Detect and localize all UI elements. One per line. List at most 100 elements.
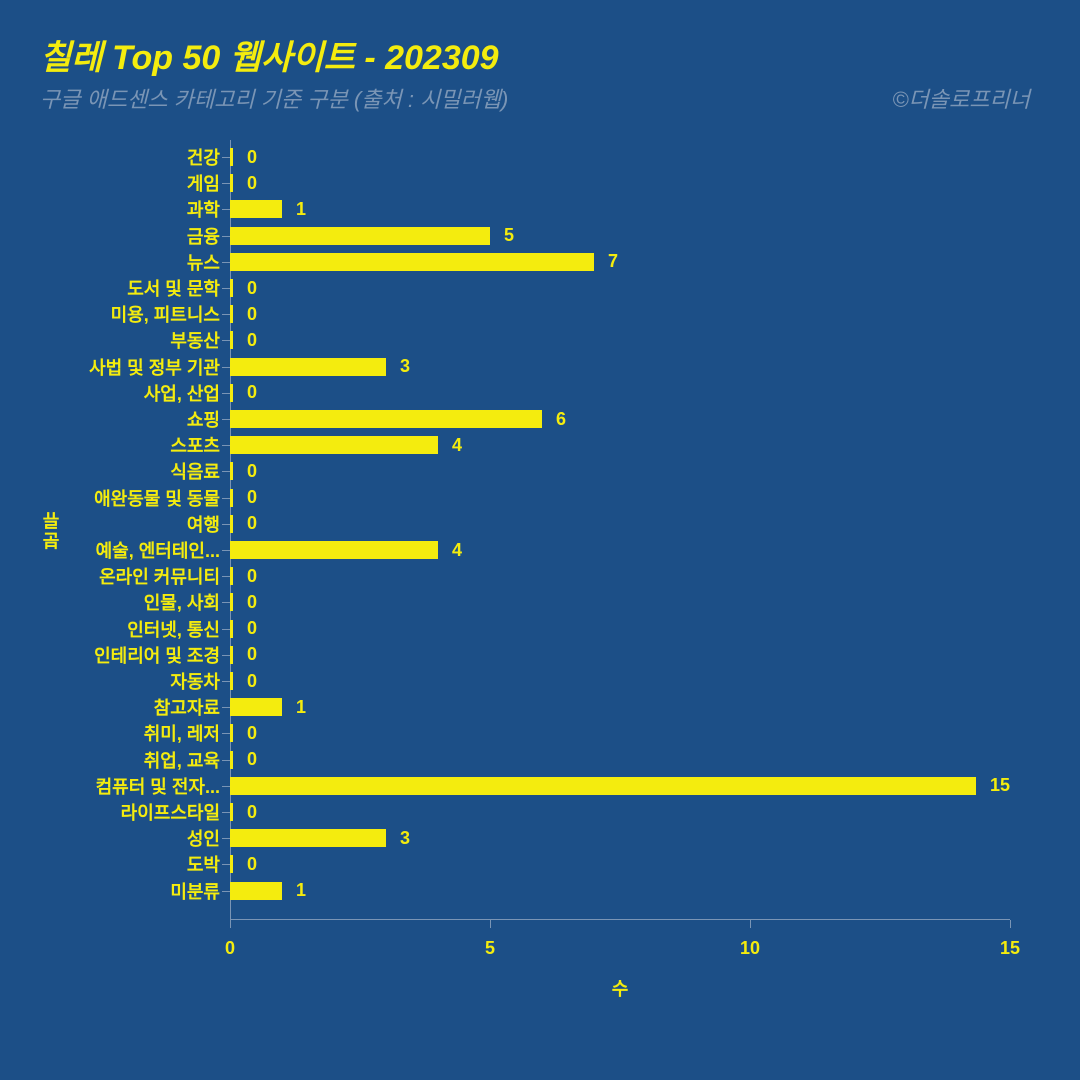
bar-value-label: 1 (282, 880, 306, 901)
bar-row: 여행0 (230, 511, 1010, 537)
bar-value-label: 0 (233, 304, 257, 325)
bar-row: 금융5 (230, 223, 1010, 249)
y-tick-mark (222, 733, 230, 734)
x-tick-label: 0 (200, 920, 260, 959)
x-axis-label: 수 (612, 920, 629, 1001)
bar (230, 200, 282, 218)
y-tick-mark (222, 393, 230, 394)
bar-row: 취업, 교육0 (230, 747, 1010, 773)
bar (230, 541, 438, 559)
y-tick-mark (222, 838, 230, 839)
bar-value-label: 0 (233, 749, 257, 770)
y-tick-mark (222, 760, 230, 761)
bar-row: 예술, 엔터테인...4 (230, 537, 1010, 563)
bar-value-label: 4 (438, 540, 462, 561)
bar-row: 인물, 사회0 (230, 589, 1010, 615)
bar-value-label: 0 (233, 671, 257, 692)
chart-credit: ©더솔로프리너 (892, 82, 1030, 114)
bar (230, 436, 438, 454)
bar-value-label: 0 (233, 618, 257, 639)
bar-row: 쇼핑6 (230, 406, 1010, 432)
category-label: 예술, 엔터테인... (96, 537, 230, 563)
x-tick-label: 5 (460, 920, 520, 959)
bar-row: 미용, 피트니스0 (230, 301, 1010, 327)
bar-value-label: 0 (233, 330, 257, 351)
bar-value-label: 0 (233, 854, 257, 875)
y-tick-mark (222, 629, 230, 630)
category-label: 애완동물 및 동물 (94, 485, 230, 511)
x-tick-label: 10 (720, 920, 780, 959)
category-label: 사업, 산업 (144, 380, 230, 406)
bar-value-label: 0 (233, 802, 257, 823)
bar (230, 227, 490, 245)
bar-value-label: 0 (233, 173, 257, 194)
y-tick-mark (222, 183, 230, 184)
bar (230, 698, 282, 716)
category-label: 인터넷, 통신 (127, 616, 230, 642)
chart-canvas: 칠레 Top 50 웹사이트 - 202309 구글 애드센스 카테고리 기준 … (0, 0, 1080, 1080)
chart-title: 칠레 Top 50 웹사이트 - 202309 (40, 30, 499, 79)
y-tick-mark (222, 314, 230, 315)
bar-row: 스포츠4 (230, 432, 1010, 458)
category-label: 컴퓨터 및 전자... (96, 773, 230, 799)
bar-value-label: 1 (282, 199, 306, 220)
bar-row: 자동차0 (230, 668, 1010, 694)
category-label: 인물, 사회 (144, 589, 230, 615)
y-tick-mark (222, 864, 230, 865)
category-label: 미용, 피트니스 (111, 301, 230, 327)
bar-row: 인테리어 및 조경0 (230, 642, 1010, 668)
chart-subtitle: 구글 애드센스 카테고리 기준 구분 (출처 : 시밀러웹) (40, 82, 508, 114)
bar-row: 건강0 (230, 144, 1010, 170)
bar-row: 참고자료1 (230, 694, 1010, 720)
bar-row: 미분류1 (230, 878, 1010, 904)
bar-value-label: 0 (233, 461, 257, 482)
x-tick-label: 15 (980, 920, 1040, 959)
bar-value-label: 1 (282, 697, 306, 718)
plot-area: 분류 수 건강0게임0과학1금융5뉴스7도서 및 문학0미용, 피트니스0부동산… (230, 140, 1010, 920)
bar-value-label: 7 (594, 251, 618, 272)
y-tick-mark (222, 236, 230, 237)
y-tick-mark (222, 550, 230, 551)
y-tick-mark (222, 498, 230, 499)
bar-value-label: 5 (490, 225, 514, 246)
category-label: 취미, 레저 (144, 720, 230, 746)
y-tick-mark (222, 209, 230, 210)
y-tick-mark (222, 812, 230, 813)
y-tick-mark (222, 891, 230, 892)
category-label: 온라인 커뮤니티 (99, 563, 230, 589)
category-label: 취업, 교육 (144, 747, 230, 773)
category-label: 사법 및 정부 기관 (89, 354, 230, 380)
y-tick-mark (222, 681, 230, 682)
bar-value-label: 0 (233, 566, 257, 587)
y-tick-mark (222, 340, 230, 341)
bar-row: 취미, 레저0 (230, 720, 1010, 746)
bar-value-label: 3 (386, 356, 410, 377)
bar-value-label: 3 (386, 828, 410, 849)
y-axis-label: 분류 (39, 510, 65, 550)
y-tick-mark (222, 576, 230, 577)
bar-value-label: 0 (233, 382, 257, 403)
bar-value-label: 15 (976, 775, 1010, 796)
bar-row: 성인3 (230, 825, 1010, 851)
y-tick-mark (222, 524, 230, 525)
y-tick-mark (222, 602, 230, 603)
bar-row: 인터넷, 통신0 (230, 616, 1010, 642)
bar-value-label: 4 (438, 435, 462, 456)
category-label: 라이프스타일 (121, 799, 230, 825)
bar-value-label: 0 (233, 644, 257, 665)
bar (230, 777, 976, 795)
y-tick-mark (222, 419, 230, 420)
bar-row: 도서 및 문학0 (230, 275, 1010, 301)
bar-row: 도박0 (230, 851, 1010, 877)
bar-row: 라이프스타일0 (230, 799, 1010, 825)
bar-value-label: 0 (233, 487, 257, 508)
bar-value-label: 0 (233, 723, 257, 744)
y-tick-mark (222, 707, 230, 708)
category-label: 도서 및 문학 (127, 275, 230, 301)
bar-row: 뉴스7 (230, 249, 1010, 275)
bar (230, 410, 542, 428)
bar-value-label: 0 (233, 592, 257, 613)
category-label: 인테리어 및 조경 (94, 642, 230, 668)
bar-row: 부동산0 (230, 327, 1010, 353)
bar-row: 애완동물 및 동물0 (230, 485, 1010, 511)
